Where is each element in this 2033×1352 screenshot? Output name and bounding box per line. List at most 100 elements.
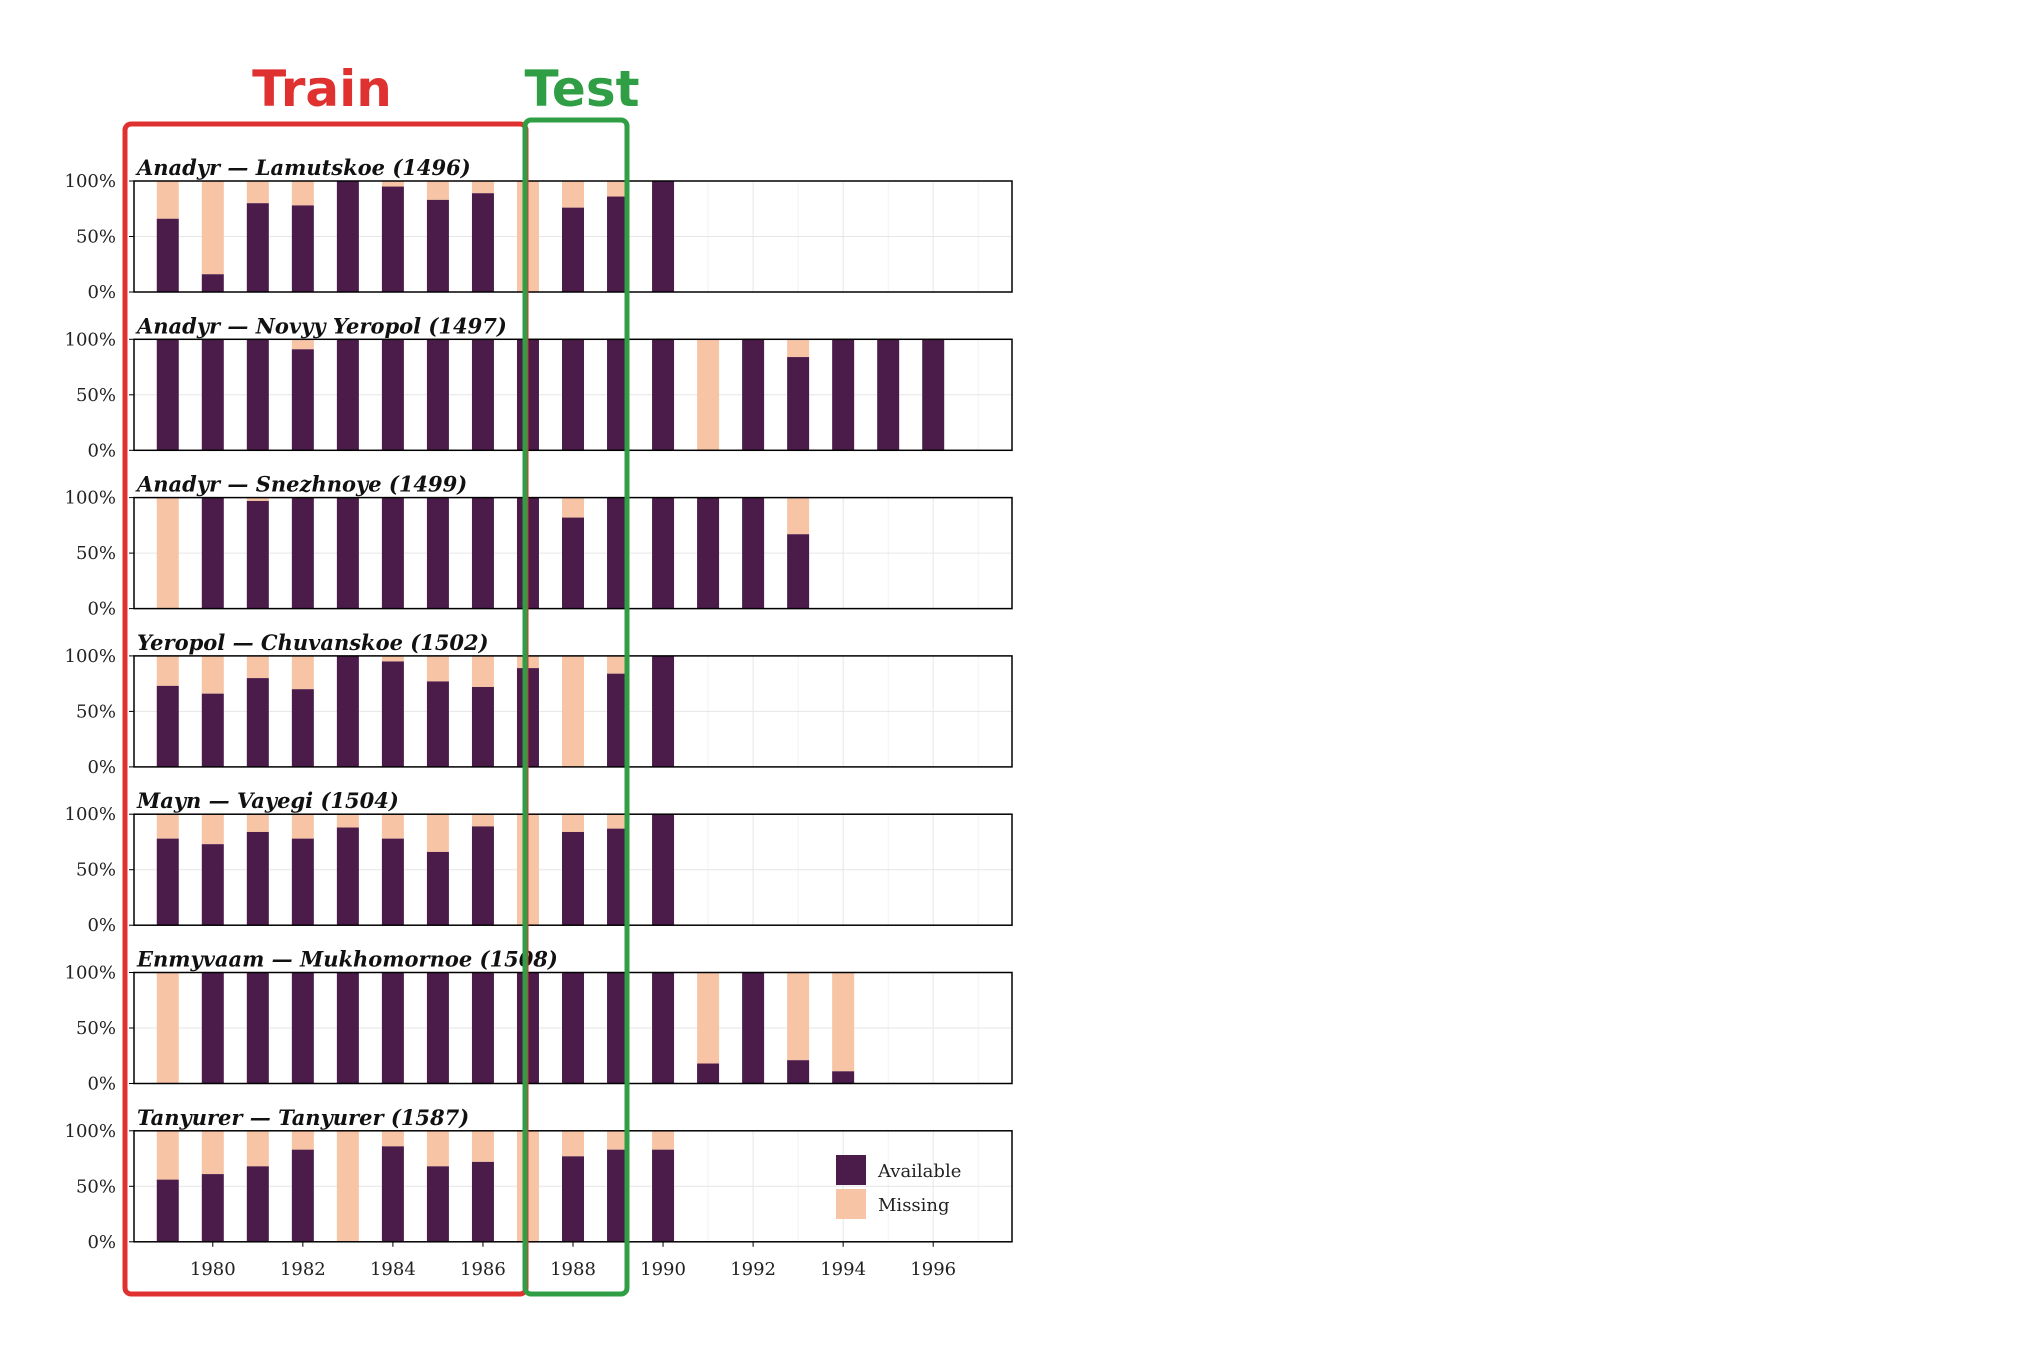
bar-available (381, 1146, 404, 1242)
bar-available (201, 972, 224, 1084)
test-box (522, 117, 630, 1297)
bar-available (246, 339, 269, 451)
bar-available (381, 339, 404, 451)
bar-available (201, 339, 224, 451)
bar-missing (471, 1130, 494, 1162)
bar-available (742, 972, 765, 1084)
bar-available (246, 972, 269, 1084)
bar-missing (156, 181, 179, 219)
bar-available (381, 661, 404, 767)
bar-available (201, 844, 224, 926)
bar-available (607, 339, 630, 451)
bar-available (607, 828, 630, 926)
x-tick-label: 1992 (730, 1259, 776, 1280)
y-tick-label: 0% (87, 757, 116, 778)
y-tick-label: 0% (87, 915, 116, 936)
bar-missing (156, 655, 179, 686)
bar-available (336, 181, 359, 292)
bar-available (291, 497, 314, 609)
bar-available (652, 339, 675, 451)
bar-missing (426, 814, 449, 852)
y-tick-label: 100% (65, 329, 116, 350)
bar-available (291, 349, 314, 451)
x-tick-label: 1996 (910, 1259, 956, 1280)
chart-panel: 0% 50% 100% Anadyr — Novyy Yeropol (1497) (65, 313, 1013, 461)
y-tick-label: 100% (65, 646, 116, 667)
y-tick-label: 100% (65, 1121, 116, 1142)
bar-available (471, 339, 494, 451)
bar-available (471, 972, 494, 1084)
bar-available (336, 497, 359, 609)
bar-missing (607, 655, 630, 674)
bar-missing (562, 181, 584, 208)
bar-available (562, 1156, 584, 1242)
bar-missing (156, 972, 179, 1084)
legend: Available Missing (836, 1155, 961, 1219)
legend-label-available: Available (877, 1161, 961, 1182)
bar-missing (697, 339, 720, 451)
bar-missing (246, 497, 269, 501)
bar-available (787, 534, 810, 609)
chart-panel: 0% 50% 100% Mayn — Vayegi (1504) (65, 788, 1013, 936)
bar-available (832, 1071, 855, 1084)
bar-available (201, 693, 224, 767)
bar-available (156, 218, 179, 292)
bar-missing (381, 814, 404, 839)
bar-available (426, 681, 449, 767)
chart-panel: 0% 50% 100% Anadyr — Snezhnoye (1499) (65, 472, 1013, 620)
bar-missing (201, 181, 224, 275)
bar-missing (426, 655, 449, 682)
bar-available (246, 500, 269, 609)
bar-missing (381, 1130, 404, 1147)
bar-available (471, 1161, 494, 1242)
bar-missing (246, 655, 269, 679)
bar-missing (291, 181, 314, 206)
bar-missing (652, 1130, 675, 1150)
bar-missing (336, 1130, 359, 1242)
y-tick-label: 50% (76, 385, 116, 406)
bar-available (426, 1166, 449, 1242)
bar-available (652, 814, 675, 926)
bar-missing (607, 1130, 630, 1150)
bar-missing (381, 655, 404, 662)
y-tick-label: 50% (76, 701, 116, 722)
bar-available (426, 972, 449, 1084)
bar-available (787, 1060, 810, 1084)
bar-available (877, 339, 900, 451)
x-tick-label: 1988 (550, 1259, 596, 1280)
bar-available (156, 838, 179, 926)
bar-available (607, 673, 630, 767)
bar-missing (471, 181, 494, 194)
bar-available (381, 838, 404, 926)
y-tick-label: 0% (87, 1074, 116, 1095)
x-tick-label: 1990 (640, 1259, 686, 1280)
bar-missing (607, 181, 630, 197)
bar-available (291, 972, 314, 1084)
bar-available (607, 497, 630, 609)
bar-available (201, 497, 224, 609)
bar-missing (426, 181, 449, 200)
bar-available (697, 1063, 720, 1084)
bar-missing (201, 655, 224, 694)
bar-missing (291, 339, 314, 350)
bar-available (652, 181, 675, 292)
legend-swatch-available (836, 1155, 866, 1185)
x-tick-label: 1984 (370, 1259, 416, 1280)
bar-missing (787, 497, 810, 535)
bar-missing (156, 497, 179, 609)
panel-title: Anadyr — Snezhnoye (1499) (135, 472, 467, 497)
split-annotations: Train Test (122, 60, 640, 1297)
train-label: Train (252, 60, 392, 118)
bar-missing (291, 655, 314, 690)
y-tick-label: 100% (65, 488, 116, 509)
bar-available (246, 1166, 269, 1242)
y-tick-label: 50% (76, 227, 116, 248)
bar-available (922, 339, 945, 451)
y-tick-label: 100% (65, 171, 116, 192)
bar-available (246, 678, 269, 767)
bar-missing (607, 814, 630, 829)
y-tick-label: 0% (87, 440, 116, 461)
bar-available (562, 339, 584, 451)
panel-title: Anadyr — Novyy Yeropol (1497) (135, 313, 507, 338)
bar-available (426, 497, 449, 609)
